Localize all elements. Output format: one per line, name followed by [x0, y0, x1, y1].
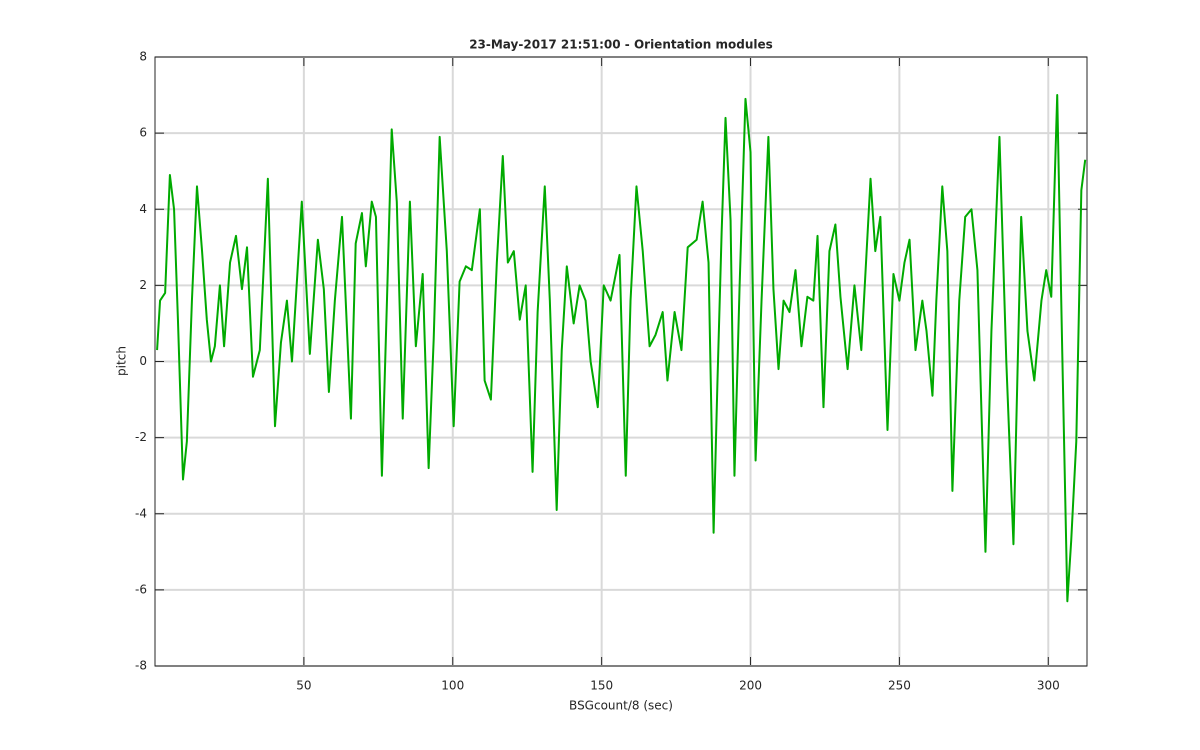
- x-tick-label: 50: [296, 679, 311, 693]
- y-tick-label: -4: [135, 506, 147, 520]
- x-tick-label: 250: [888, 679, 911, 693]
- x-tick-label: 100: [441, 679, 464, 693]
- y-tick-label: 4: [139, 202, 147, 216]
- plot-frame: [154, 56, 1088, 667]
- y-tick-label: 0: [139, 354, 147, 368]
- x-axis-label: BSGcount/8 (sec): [569, 699, 673, 713]
- y-tick-label: -8: [135, 659, 147, 673]
- x-tick-label: 200: [739, 679, 762, 693]
- data-line: [156, 94, 1087, 603]
- x-tick-label: 300: [1037, 679, 1060, 693]
- chart-title: 23-May-2017 21:51:00 - Orientation modul…: [469, 38, 773, 52]
- y-tick-label: -6: [135, 582, 147, 596]
- y-tick-label: 8: [139, 50, 147, 64]
- y-tick-label: 6: [139, 126, 147, 140]
- y-axis-label: pitch: [115, 346, 129, 376]
- x-tick-label: 150: [590, 679, 613, 693]
- y-tick-label: 2: [139, 278, 147, 292]
- y-tick-label: -2: [135, 430, 147, 444]
